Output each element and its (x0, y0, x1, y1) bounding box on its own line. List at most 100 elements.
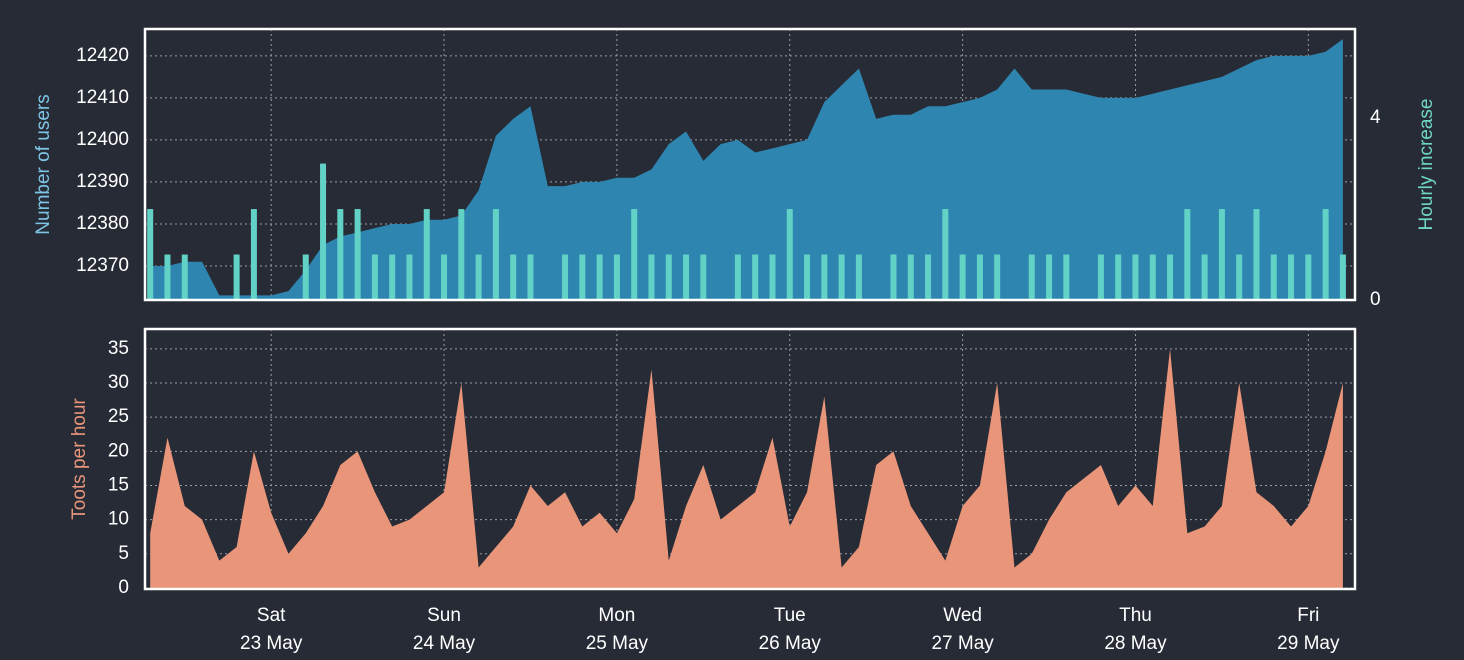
y-tick-label: 12370 (76, 255, 129, 276)
hourly-bar (164, 254, 171, 300)
hourly-bar (562, 254, 569, 300)
hourly-bar (752, 254, 759, 300)
y-tick-label: 12390 (76, 171, 129, 192)
hourly-bar (233, 254, 240, 300)
hourly-bar (320, 163, 327, 300)
x-tick-label: 29 May (1277, 633, 1340, 654)
hourly-bar (1218, 209, 1225, 300)
hourly-bar (475, 254, 482, 300)
y-tick-label: 12410 (76, 87, 129, 108)
hourly-bar (1132, 254, 1139, 300)
x-tick-label: 27 May (931, 633, 994, 654)
hourly-bar (1253, 209, 1260, 300)
hourly-bar (1288, 254, 1295, 300)
hourly-bar (1167, 254, 1174, 300)
hourly-bar (1322, 209, 1329, 300)
x-tick-label: Wed (943, 605, 982, 626)
hourly-bar (1097, 254, 1104, 300)
x-tick-label: 25 May (586, 633, 649, 654)
y-tick-label: 5 (118, 543, 129, 564)
hourly-bar (596, 254, 603, 300)
hourly-bar (354, 209, 361, 300)
hourly-bar (942, 209, 949, 300)
hourly-bar (492, 209, 499, 300)
hourly-bar (855, 254, 862, 300)
hourly-bar (821, 254, 828, 300)
hourly-bar (302, 254, 309, 300)
area (150, 39, 1343, 301)
hourly-bar (786, 209, 793, 300)
hourly-bar (579, 254, 586, 300)
hourly-bar (925, 254, 932, 300)
x-tick-label: Thu (1119, 605, 1152, 626)
y-axis-title: Number of users (33, 94, 54, 234)
hourly-bar (683, 254, 690, 300)
hourly-bar (907, 254, 914, 300)
hourly-bar (994, 254, 1001, 300)
hourly-bar (406, 254, 413, 300)
y-axis-title: Toots per hour (69, 398, 90, 520)
hourly-bar (804, 254, 811, 300)
y-tick-label: 25 (108, 406, 129, 427)
hourly-bar (769, 254, 776, 300)
x-tick-label: 28 May (1104, 633, 1167, 654)
area (150, 348, 1343, 588)
hourly-bar (510, 254, 517, 300)
hourly-bar (147, 209, 154, 300)
hourly-bar (1236, 254, 1243, 300)
hourly-bar (1028, 254, 1035, 300)
hourly-bar (838, 254, 845, 300)
x-tick-label: 23 May (240, 633, 303, 654)
hourly-bar (458, 209, 465, 300)
hourly-bar (665, 254, 672, 300)
hourly-bar (1201, 254, 1208, 300)
hourly-bar (423, 209, 430, 300)
x-tick-label: Tue (774, 605, 806, 626)
x-tick-label: Fri (1297, 605, 1319, 626)
hourly-bar (337, 209, 344, 300)
plot-frame (143, 27, 1357, 302)
y-tick-label: 35 (108, 338, 129, 359)
y-tick-label: 12400 (76, 129, 129, 150)
hourly-bar (1149, 254, 1156, 300)
hourly-bar (734, 254, 741, 300)
x-tick-label: Mon (598, 605, 635, 626)
x-tick-label: 24 May (413, 633, 476, 654)
x-tick-label: Sat (257, 605, 286, 626)
hourly-bar (1115, 254, 1122, 300)
x-tick-label: Sun (427, 605, 461, 626)
plot-frame (143, 327, 1357, 591)
y-tick-label: 12380 (76, 213, 129, 234)
y-tick-label: 20 (108, 440, 129, 461)
hourly-bar (250, 209, 257, 300)
x-tick-label: 26 May (759, 633, 822, 654)
y-tick-label: 10 (108, 509, 129, 530)
hourly-bar (631, 209, 638, 300)
hourly-bar (1063, 254, 1070, 300)
hourly-bar (1184, 209, 1191, 300)
hourly-bar (959, 254, 966, 300)
hourly-bar (1270, 254, 1277, 300)
hourly-bar (976, 254, 983, 300)
hourly-bar (1339, 254, 1346, 300)
hourly-bar (1305, 254, 1312, 300)
y2-axis-title: Hourly increase (1416, 99, 1437, 231)
hourly-bar (648, 254, 655, 300)
y-tick-label: 30 (108, 372, 129, 393)
hourly-bar (441, 254, 448, 300)
y2-tick-label: 0 (1370, 289, 1381, 310)
y2-tick-label: 4 (1370, 107, 1381, 128)
y-tick-label: 15 (108, 474, 129, 495)
hourly-bar (1046, 254, 1053, 300)
hourly-bar (181, 254, 188, 300)
hourly-bar (389, 254, 396, 300)
hourly-bar (890, 254, 897, 300)
hourly-bar (613, 254, 620, 300)
hourly-bar (371, 254, 378, 300)
hourly-bar (527, 254, 534, 300)
y-tick-label: 12420 (76, 45, 129, 66)
y-tick-label: 0 (118, 577, 129, 598)
hourly-bar (700, 254, 707, 300)
